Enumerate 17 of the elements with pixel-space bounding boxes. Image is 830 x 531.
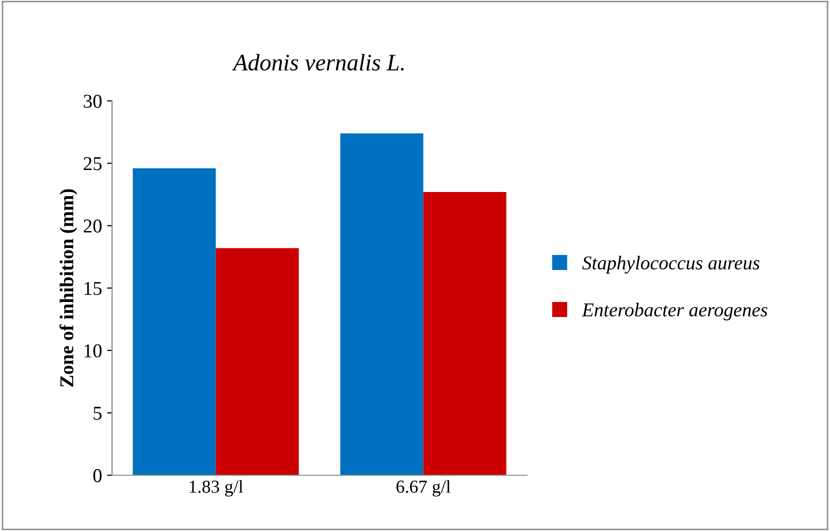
bar <box>423 192 506 476</box>
y-axis-title: Zone of inhibition (mm) <box>59 189 78 387</box>
y-tick-label: 30 <box>84 94 102 108</box>
chart-title: Adonis vernalis L. <box>232 54 404 71</box>
y-tick-label: 10 <box>84 344 102 358</box>
legend-label: Enterobacter aerogenes <box>582 302 768 320</box>
y-tick-label: 25 <box>84 157 102 170</box>
y-tick-label: 0 <box>93 469 102 482</box>
legend-label: Staphylococcus aureus <box>582 256 760 274</box>
y-tick-label: 5 <box>94 406 102 420</box>
y-tick-label: 15 <box>84 282 102 296</box>
y-tick-label: 20 <box>84 219 102 233</box>
x-tick-label: 1.83 g/l <box>190 480 244 497</box>
bar <box>132 168 216 476</box>
x-tick-label: 6.67 g/l <box>396 480 451 497</box>
bar <box>340 133 424 476</box>
bar <box>216 248 299 476</box>
